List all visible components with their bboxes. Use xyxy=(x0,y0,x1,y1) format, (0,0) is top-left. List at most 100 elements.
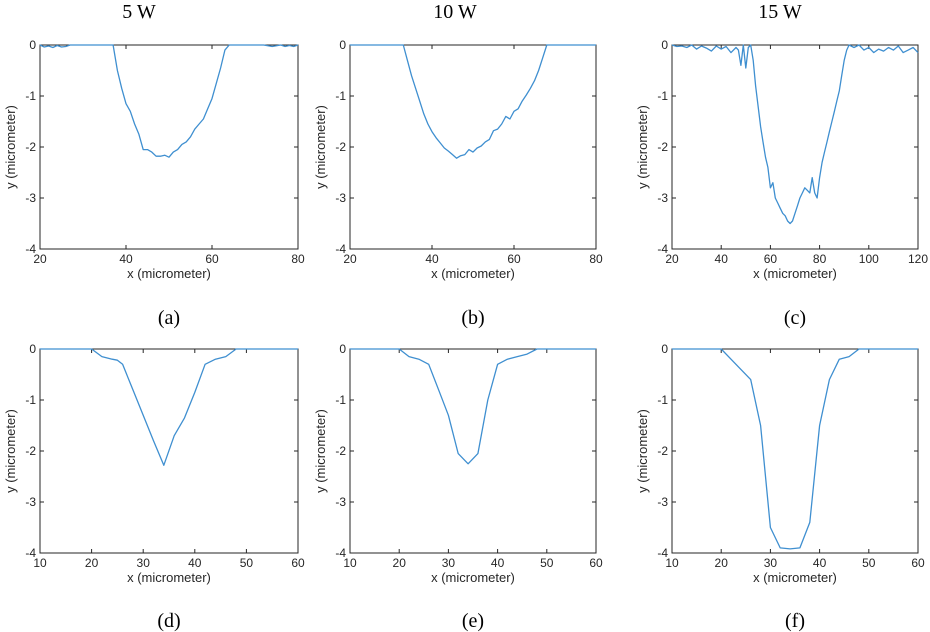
series-line xyxy=(671,44,919,225)
y-tick-label: -1 xyxy=(25,393,36,407)
y-tick-label: -3 xyxy=(657,191,668,205)
series-line xyxy=(39,44,299,158)
x-tick-label: 20 xyxy=(85,556,99,570)
x-tick-label: 40 xyxy=(119,252,133,266)
panel-label: (f) xyxy=(785,610,805,632)
panel-a: 20 40 60 80 0 -1 -2 -3 -4 x (micrometer) y (microm… xyxy=(3,38,305,329)
x-tick-label: 120 xyxy=(908,252,928,266)
y-tick-label: -1 xyxy=(25,89,36,103)
x-tick-label: 80 xyxy=(291,252,305,266)
y-tick-label: 0 xyxy=(29,38,36,52)
y-tick-label: -3 xyxy=(335,191,346,205)
x-tick-label: 40 xyxy=(715,252,729,266)
y-tick-label: -4 xyxy=(657,546,668,560)
y-tick-label: -3 xyxy=(335,495,346,509)
x-tick-label: 40 xyxy=(188,556,202,570)
y-axis-label: y (micrometer) xyxy=(635,409,650,493)
series-line xyxy=(40,348,298,466)
x-tick-label: 50 xyxy=(240,556,254,570)
axes-frame xyxy=(349,348,597,554)
panel-f: 10 20 30 40 50 60 0 -1 -2 -3 -4 x (micrometer) y (mi… xyxy=(635,342,925,632)
x-tick-label: 10 xyxy=(343,556,357,570)
x-tick-label: 60 xyxy=(911,556,925,570)
x-tick-label: 30 xyxy=(137,556,151,570)
column-title-3: 15 W xyxy=(758,1,802,23)
panel-c: 20 40 60 80 100 120 0 -1 -2 -3 -4 x (micrometer) y (… xyxy=(635,38,928,329)
series-line xyxy=(350,348,596,465)
panel-label: (e) xyxy=(462,610,484,632)
column-title-1: 5 W xyxy=(122,1,156,23)
x-tick-label: 30 xyxy=(764,556,778,570)
y-tick-label: -4 xyxy=(657,242,668,256)
x-tick-label: 60 xyxy=(205,252,219,266)
x-axis-label: x (micrometer) xyxy=(753,570,837,585)
x-tick-label: 40 xyxy=(491,556,505,570)
panel-label: (b) xyxy=(461,307,484,329)
panel-d: 10 20 30 40 50 60 0 -1 -2 -3 -4 x (micrometer) y (mi… xyxy=(3,342,305,632)
y-tick-label: 0 xyxy=(339,38,346,52)
x-tick-label: 60 xyxy=(589,556,603,570)
y-tick-label: -2 xyxy=(335,444,346,458)
x-tick-label: 50 xyxy=(540,556,554,570)
x-tick-label: 60 xyxy=(764,252,778,266)
y-axis-label: y (micrometer) xyxy=(313,105,328,189)
y-tick-label: -1 xyxy=(657,393,668,407)
x-tick-label: 10 xyxy=(33,556,47,570)
x-axis-label: x (micrometer) xyxy=(431,570,515,585)
x-tick-label: 40 xyxy=(813,556,827,570)
y-tick-label: -2 xyxy=(25,140,36,154)
x-axis-label: x (micrometer) xyxy=(127,266,211,281)
y-axis-label: y (micrometer) xyxy=(313,409,328,493)
x-tick-label: 80 xyxy=(813,252,827,266)
panel-b: 20 40 60 80 0 -1 -2 -3 -4 x (micrometer) y (microm… xyxy=(313,38,603,329)
y-tick-label: -4 xyxy=(25,242,36,256)
y-tick-label: -4 xyxy=(335,546,346,560)
y-tick-label: -4 xyxy=(25,546,36,560)
y-tick-label: -4 xyxy=(335,242,346,256)
x-tick-label: 20 xyxy=(343,252,357,266)
y-tick-label: -2 xyxy=(335,140,346,154)
x-tick-label: 50 xyxy=(862,556,876,570)
x-tick-label: 10 xyxy=(665,556,679,570)
x-tick-label: 80 xyxy=(589,252,603,266)
x-tick-label: 60 xyxy=(291,556,305,570)
y-tick-label: -1 xyxy=(335,89,346,103)
y-axis-label: y (micrometer) xyxy=(635,105,650,189)
y-axis-label: y (micrometer) xyxy=(3,409,18,493)
axes-frame xyxy=(39,44,299,250)
x-tick-label: 30 xyxy=(442,556,456,570)
x-axis-label: x (micrometer) xyxy=(127,570,211,585)
axes-frame xyxy=(671,44,919,250)
panel-label: (a) xyxy=(158,307,180,329)
y-axis-label: y (micrometer) xyxy=(3,105,18,189)
y-tick-label: -1 xyxy=(335,393,346,407)
panel-e: 10 20 30 40 50 60 0 -1 -2 -3 -4 x (micrometer) y (mi… xyxy=(313,342,603,632)
x-axis-label: x (micrometer) xyxy=(753,266,837,281)
y-tick-label: 0 xyxy=(29,342,36,356)
y-tick-label: 0 xyxy=(661,342,668,356)
x-tick-label: 60 xyxy=(507,252,521,266)
axes-frame xyxy=(349,44,597,250)
x-tick-label: 40 xyxy=(425,252,439,266)
x-tick-label: 20 xyxy=(715,556,729,570)
y-tick-label: -3 xyxy=(657,495,668,509)
y-tick-label: -3 xyxy=(25,191,36,205)
y-tick-label: 0 xyxy=(339,342,346,356)
x-tick-label: 20 xyxy=(393,556,407,570)
series-line xyxy=(672,348,918,550)
panel-label: (c) xyxy=(784,307,806,329)
y-tick-label: 0 xyxy=(661,38,668,52)
series-line xyxy=(350,44,596,159)
panel-label: (d) xyxy=(157,610,180,632)
y-tick-label: -3 xyxy=(25,495,36,509)
y-tick-label: -2 xyxy=(25,444,36,458)
column-title-2: 10 W xyxy=(433,1,477,23)
x-axis-label: x (micrometer) xyxy=(431,266,515,281)
x-tick-label: 100 xyxy=(859,252,879,266)
y-tick-label: -2 xyxy=(657,444,668,458)
x-tick-label: 20 xyxy=(665,252,679,266)
y-tick-label: -2 xyxy=(657,140,668,154)
y-tick-label: -1 xyxy=(657,89,668,103)
x-tick-label: 20 xyxy=(33,252,47,266)
